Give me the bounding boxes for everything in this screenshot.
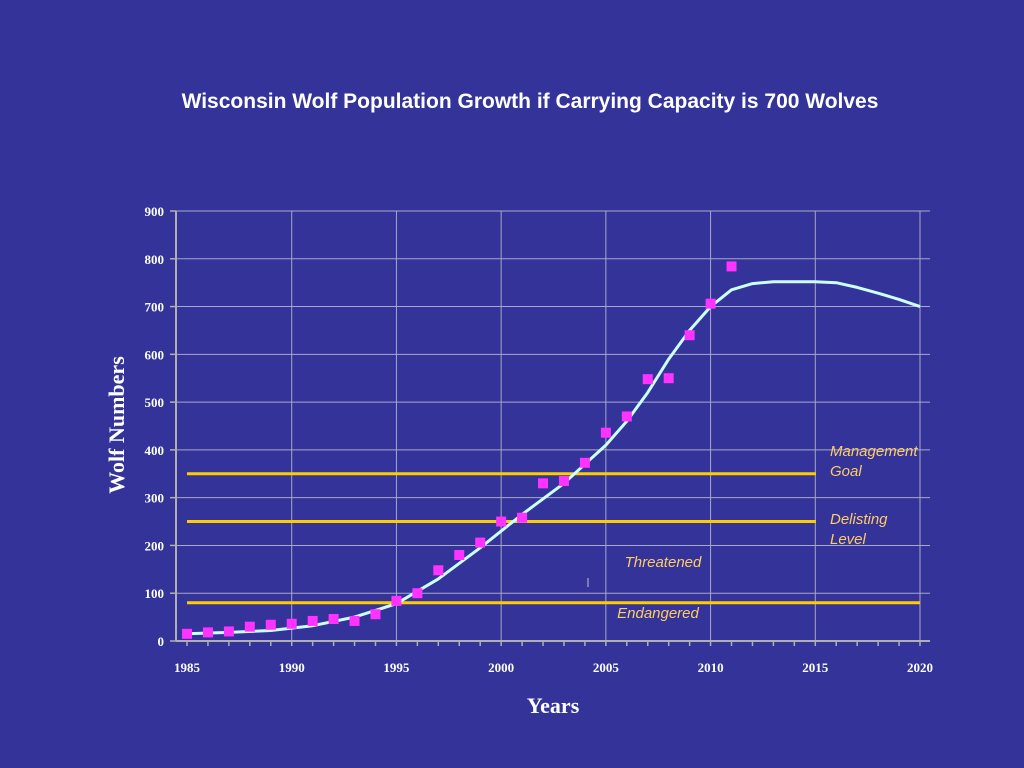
axes xyxy=(170,210,930,646)
x-axis-title: Years xyxy=(527,693,580,718)
x-tick-label: 1995 xyxy=(383,660,410,675)
threatened-label: Threatened xyxy=(625,554,702,571)
x-tick-label: 2000 xyxy=(488,660,514,675)
y-tick-label: 400 xyxy=(145,443,165,458)
data-point xyxy=(328,614,339,625)
y-tick-label: 600 xyxy=(145,347,165,362)
data-point xyxy=(202,627,213,638)
data-point xyxy=(726,261,737,272)
data-point xyxy=(517,512,528,523)
y-tick-label: 500 xyxy=(145,395,165,410)
data-point xyxy=(349,615,360,626)
reference-label: Management xyxy=(830,443,918,460)
data-point xyxy=(244,621,255,632)
data-point xyxy=(579,457,590,468)
data-point xyxy=(182,628,192,639)
data-point xyxy=(642,374,653,385)
data-point xyxy=(663,373,674,384)
data-point xyxy=(391,595,402,606)
x-tick-label: 2015 xyxy=(802,660,829,675)
grid xyxy=(176,210,930,641)
data-point xyxy=(370,609,381,620)
data-point xyxy=(223,626,234,637)
model-curve xyxy=(186,280,921,636)
data-point xyxy=(684,330,695,341)
data-point xyxy=(286,618,297,629)
data-point xyxy=(265,619,276,630)
y-tick-label: 200 xyxy=(145,538,165,553)
data-point xyxy=(307,615,318,626)
data-point xyxy=(433,565,444,576)
y-tick-label: 0 xyxy=(158,634,165,649)
reference-label: Delisting xyxy=(830,511,888,528)
data-point xyxy=(475,537,486,548)
data-point xyxy=(621,411,632,422)
data-point xyxy=(558,475,569,486)
x-tick-label: 1985 xyxy=(174,660,201,675)
x-tick-label: 1990 xyxy=(279,660,305,675)
y-tick-label: 100 xyxy=(145,586,165,601)
reference-label: Endangered xyxy=(617,605,699,622)
y-tick-label: 300 xyxy=(145,491,165,506)
x-tick-label: 2010 xyxy=(698,660,724,675)
observed-points xyxy=(182,261,737,639)
data-point xyxy=(538,478,549,489)
reference-label: Level xyxy=(830,531,867,548)
data-point xyxy=(454,550,465,560)
y-tick-label: 700 xyxy=(145,300,165,315)
model-curve-line xyxy=(186,280,921,636)
reference-lines: Management Goal Delisting Level Endangered xyxy=(187,443,920,622)
y-tick-label: 800 xyxy=(145,252,165,267)
data-point xyxy=(600,427,611,438)
x-tick-label: 2005 xyxy=(593,660,620,675)
data-point xyxy=(705,298,716,309)
y-axis-title: Wolf Numbers xyxy=(104,356,129,494)
reference-label: Goal xyxy=(830,463,862,480)
chart-title: Wisconsin Wolf Population Growth if Carr… xyxy=(181,90,879,113)
data-point xyxy=(412,588,423,599)
tick-labels: 0 100 200 300 400 500 600 700 800 900 1985 1990 1995… xyxy=(145,204,934,675)
y-tick-label: 900 xyxy=(145,204,165,219)
x-tick-label: 2020 xyxy=(907,660,933,675)
data-point xyxy=(496,516,507,527)
